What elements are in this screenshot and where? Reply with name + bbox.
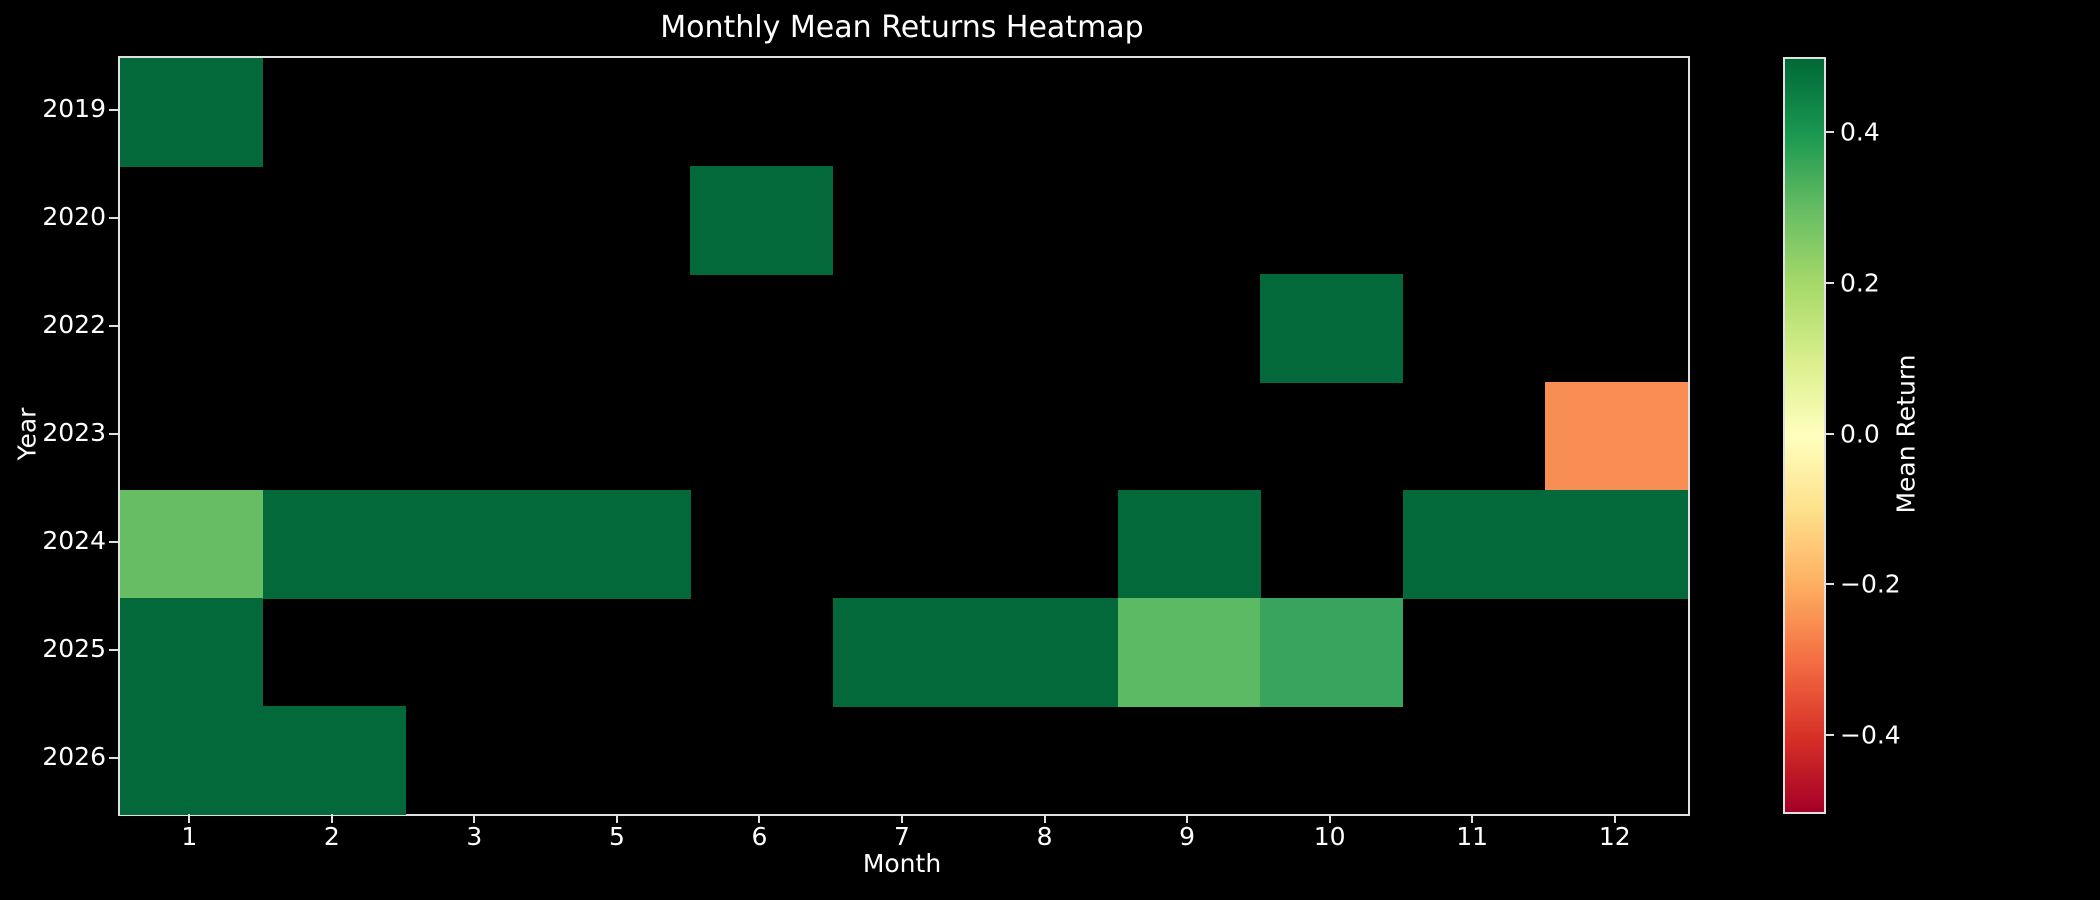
x-tick-label-6: 6 bbox=[751, 822, 768, 851]
colorbar-tick-label-0.2: 0.2 bbox=[1840, 268, 1880, 298]
x-axis-label: Month bbox=[862, 849, 942, 878]
x-tick-label-1: 1 bbox=[181, 822, 198, 851]
chart-title: Monthly Mean Returns Heatmap bbox=[660, 10, 1144, 45]
y-tick-2025 bbox=[109, 649, 118, 651]
heatmap-plot-area bbox=[118, 56, 1690, 816]
heatmap-cell-2024-m1 bbox=[120, 490, 264, 599]
x-tick-label-3: 3 bbox=[466, 822, 483, 851]
heatmap-cell-2022-m10 bbox=[1260, 274, 1404, 383]
x-tick-1 bbox=[188, 814, 191, 823]
x-tick-label-7: 7 bbox=[894, 822, 910, 851]
colorbar-tick--0.2 bbox=[1826, 583, 1834, 586]
x-tick-2 bbox=[330, 814, 333, 823]
x-tick-11 bbox=[1471, 814, 1474, 823]
colorbar-tick-label--0.4: −0.4 bbox=[1840, 720, 1901, 750]
x-tick-10 bbox=[1328, 814, 1331, 823]
x-tick-label-9: 9 bbox=[1179, 822, 1196, 851]
colorbar-tick-label-0: 0.0 bbox=[1840, 419, 1880, 448]
y-tick-2022 bbox=[109, 325, 118, 327]
heatmap-cell-2025-m7 bbox=[832, 598, 976, 707]
x-tick-label-10: 10 bbox=[1313, 822, 1346, 851]
x-tick-label-2: 2 bbox=[323, 822, 340, 851]
y-tick-2019 bbox=[109, 109, 118, 111]
heatmap-cell-2025-m1 bbox=[120, 598, 264, 707]
y-tick-label-2020: 2020 bbox=[42, 202, 106, 231]
heatmap-cell-2024-m9 bbox=[1117, 490, 1261, 599]
x-tick-label-8: 8 bbox=[1036, 822, 1053, 851]
heatmap-cell-2024-m11 bbox=[1402, 490, 1546, 599]
heatmap-cell-2024-m12 bbox=[1545, 490, 1689, 599]
y-tick-label-2024: 2024 bbox=[42, 526, 106, 555]
colorbar-tick-0 bbox=[1826, 432, 1834, 435]
y-tick-label-2022: 2022 bbox=[42, 310, 106, 339]
colorbar-tick-0.4 bbox=[1826, 131, 1834, 134]
colorbar bbox=[1783, 57, 1826, 814]
x-tick-5 bbox=[615, 814, 618, 823]
x-tick-label-5: 5 bbox=[608, 822, 625, 851]
heatmap-cell-2025-m8 bbox=[975, 598, 1119, 707]
heatmap-cell-2026-m2 bbox=[262, 706, 406, 815]
colorbar-tick-label--0.2: −0.2 bbox=[1840, 569, 1901, 599]
y-tick-2026 bbox=[109, 757, 118, 759]
x-tick-8 bbox=[1043, 814, 1046, 823]
y-tick-label-2019: 2019 bbox=[42, 94, 106, 123]
x-tick-9 bbox=[1186, 814, 1189, 823]
x-tick-label-11: 11 bbox=[1456, 822, 1489, 851]
y-tick-label-2026: 2026 bbox=[42, 742, 106, 771]
x-tick-6 bbox=[758, 814, 761, 823]
y-tick-2024 bbox=[109, 541, 118, 543]
y-tick-2023 bbox=[109, 433, 118, 435]
heatmap-cell-2024-m5 bbox=[547, 490, 691, 599]
colorbar-tick--0.4 bbox=[1826, 733, 1834, 736]
colorbar-label: Mean Return bbox=[1891, 354, 1921, 514]
colorbar-tick-0.2 bbox=[1826, 281, 1834, 284]
heatmap-cell-2024-m2 bbox=[262, 490, 406, 599]
y-tick-label-2025: 2025 bbox=[42, 634, 106, 663]
colorbar-tick-label-0.4: 0.4 bbox=[1840, 117, 1880, 147]
x-tick-12 bbox=[1613, 814, 1616, 823]
x-tick-7 bbox=[901, 814, 903, 823]
heatmap-cell-2023-m12 bbox=[1545, 382, 1689, 491]
heatmap-cell-2020-m6 bbox=[690, 166, 834, 275]
heatmap-cell-2024-m3 bbox=[405, 490, 549, 599]
heatmap-cell-2025-m10 bbox=[1260, 598, 1404, 707]
y-tick-2020 bbox=[109, 217, 118, 219]
heatmap-cell-2025-m9 bbox=[1117, 598, 1261, 707]
heatmap-cell-2026-m1 bbox=[120, 706, 264, 815]
y-tick-label-2023: 2023 bbox=[42, 418, 106, 447]
heatmap-cell-2019-m1 bbox=[120, 58, 264, 167]
x-tick-3 bbox=[473, 814, 476, 823]
x-tick-label-12: 12 bbox=[1598, 822, 1631, 851]
